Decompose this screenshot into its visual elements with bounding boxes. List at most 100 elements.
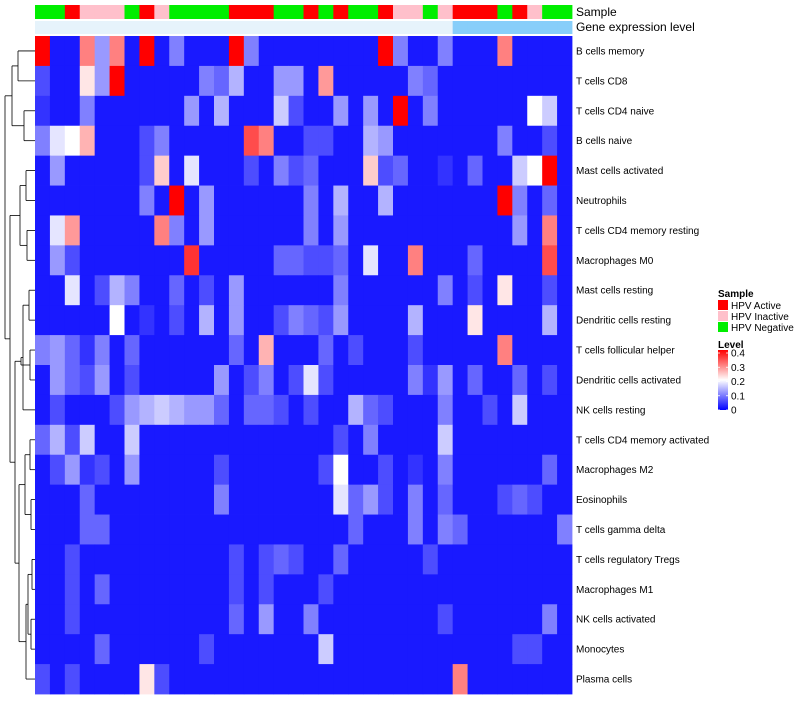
row-label: T cells CD4 naive bbox=[576, 106, 655, 117]
heatmap-cell bbox=[422, 185, 439, 216]
heatmap-cell bbox=[542, 185, 558, 216]
heatmap-cell bbox=[94, 245, 110, 276]
heatmap-cell bbox=[318, 604, 334, 635]
heatmap-cell bbox=[94, 424, 110, 456]
heatmap-cell bbox=[288, 155, 304, 186]
heatmap-cell bbox=[243, 484, 260, 515]
heatmap-cell bbox=[199, 275, 215, 306]
heatmap-cell bbox=[512, 245, 528, 276]
heatmap-cell bbox=[288, 424, 304, 456]
heatmap-cell bbox=[542, 394, 558, 426]
heatmap-cell bbox=[288, 484, 304, 515]
heatmap-cell bbox=[482, 305, 498, 336]
heatmap-cell bbox=[109, 604, 125, 635]
heatmap-cell bbox=[467, 335, 483, 366]
heatmap-cell bbox=[49, 36, 66, 67]
heatmap-cell bbox=[94, 36, 110, 67]
heatmap-cell bbox=[452, 514, 468, 545]
annotation-bars bbox=[35, 5, 573, 34]
heatmap-cell bbox=[139, 185, 155, 216]
heatmap-cell bbox=[422, 305, 439, 336]
heatmap-cell bbox=[407, 574, 424, 605]
sample-annotation-cell bbox=[512, 5, 528, 19]
heatmap-cell bbox=[184, 574, 200, 605]
heatmap-cell bbox=[169, 424, 185, 456]
legend-sample-swatch bbox=[718, 322, 728, 332]
heatmap-cell bbox=[49, 394, 66, 426]
heatmap-cell bbox=[527, 365, 543, 396]
expression-annotation-cell bbox=[557, 21, 573, 34]
heatmap-cell bbox=[243, 245, 260, 276]
heatmap-cell bbox=[393, 394, 409, 426]
heatmap-cell bbox=[258, 65, 275, 97]
heatmap-cell bbox=[348, 275, 364, 306]
heatmap-cell bbox=[407, 424, 424, 456]
heatmap-cell bbox=[154, 454, 170, 486]
heatmap-cell bbox=[228, 305, 245, 336]
heatmap-cell bbox=[214, 95, 230, 127]
heatmap-cell bbox=[124, 335, 140, 366]
heatmap-cell bbox=[139, 305, 155, 336]
sample-annotation-cell bbox=[318, 5, 334, 19]
heatmap-cell bbox=[527, 275, 543, 306]
heatmap-cell bbox=[318, 514, 334, 545]
heatmap-cell bbox=[393, 365, 409, 396]
heatmap-cell bbox=[273, 65, 289, 97]
heatmap-cell bbox=[407, 394, 424, 426]
heatmap-cell bbox=[363, 484, 379, 515]
expression-annotation-cell bbox=[94, 21, 110, 34]
heatmap-cell bbox=[482, 484, 498, 515]
heatmap-cell bbox=[557, 95, 573, 127]
heatmap-cell bbox=[422, 155, 439, 186]
heatmap-cell bbox=[199, 514, 215, 545]
heatmap-cell bbox=[228, 95, 245, 127]
heatmap-cell bbox=[35, 484, 51, 515]
heatmap-cell bbox=[258, 604, 275, 635]
heatmap-cell bbox=[228, 424, 245, 456]
heatmap-cell bbox=[154, 65, 170, 97]
heatmap-cell bbox=[154, 36, 170, 67]
heatmap-cell bbox=[497, 454, 513, 486]
sample-annotation-cell bbox=[467, 5, 483, 19]
heatmap-cell bbox=[49, 634, 66, 665]
heatmap-cell bbox=[527, 245, 543, 276]
heatmap-cell bbox=[348, 664, 364, 695]
heatmap-cell bbox=[243, 185, 260, 216]
heatmap-cell bbox=[348, 424, 364, 456]
heatmap-cell bbox=[109, 514, 125, 545]
heatmap-cell bbox=[214, 454, 230, 486]
heatmap-cell bbox=[452, 634, 468, 665]
heatmap-cell bbox=[318, 215, 334, 246]
expression-annotation-cell bbox=[363, 21, 379, 34]
heatmap-cell bbox=[482, 394, 498, 426]
heatmap-cell bbox=[184, 185, 200, 216]
heatmap-cell bbox=[258, 365, 275, 396]
heatmap-cell bbox=[527, 664, 543, 695]
heatmap-cell bbox=[35, 454, 51, 486]
expression-annotation-cell bbox=[437, 21, 454, 34]
heatmap-cell bbox=[273, 634, 289, 665]
heatmap-cell bbox=[214, 65, 230, 97]
annotation-label-sample: Sample bbox=[576, 5, 617, 19]
heatmap-cell bbox=[49, 365, 66, 396]
heatmap-cell bbox=[124, 36, 140, 67]
heatmap-cell bbox=[64, 604, 81, 635]
heatmap-cell bbox=[318, 305, 334, 336]
expression-annotation-cell bbox=[303, 21, 319, 34]
heatmap-cell bbox=[422, 245, 439, 276]
heatmap-cell bbox=[527, 544, 543, 575]
heatmap-cell bbox=[288, 215, 304, 246]
heatmap-cell bbox=[184, 215, 200, 246]
expression-annotation-cell bbox=[378, 21, 394, 34]
heatmap-cell bbox=[542, 454, 558, 486]
heatmap-cell bbox=[258, 514, 275, 545]
heatmap-cell bbox=[214, 664, 230, 695]
expression-annotation-cell bbox=[273, 21, 289, 34]
heatmap-cell bbox=[288, 36, 304, 67]
heatmap-cell bbox=[378, 634, 394, 665]
legend-level-tick-label: 0.4 bbox=[731, 349, 745, 360]
heatmap-cell bbox=[214, 574, 230, 605]
heatmap-cell bbox=[79, 65, 96, 97]
row-label: Macrophages M2 bbox=[576, 465, 654, 476]
heatmap-cell bbox=[527, 95, 543, 127]
